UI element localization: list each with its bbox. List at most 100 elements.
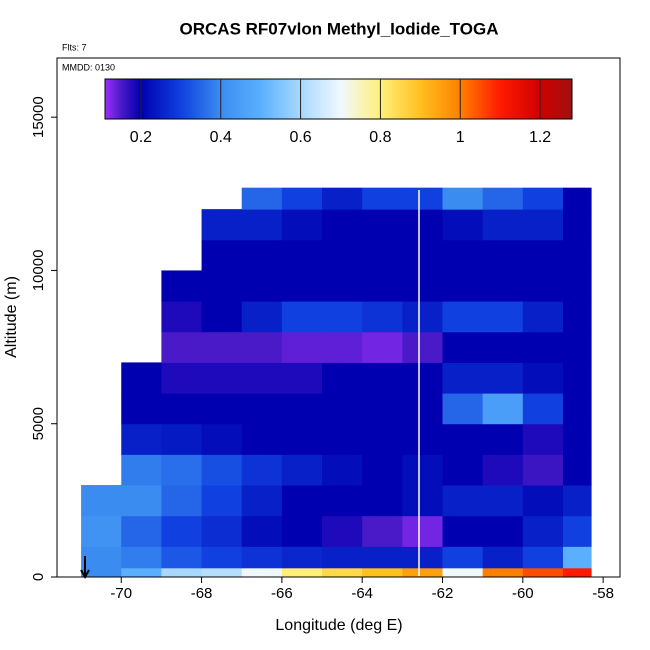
heat-cell bbox=[482, 301, 524, 333]
heat-cell bbox=[81, 546, 122, 569]
heat-cell bbox=[442, 393, 484, 425]
heat-cell bbox=[362, 362, 403, 394]
heat-cell bbox=[442, 515, 484, 547]
x-tick-label: -58 bbox=[592, 585, 614, 602]
heat-cell bbox=[201, 515, 243, 547]
heat-cell bbox=[121, 485, 162, 517]
heat-cell bbox=[201, 209, 243, 241]
x-tick-label: -64 bbox=[351, 585, 373, 602]
heat-cell bbox=[402, 515, 444, 547]
heat-cell bbox=[81, 567, 122, 578]
heat-cell bbox=[281, 423, 323, 455]
heat-cell bbox=[161, 331, 203, 363]
heat-cell bbox=[522, 546, 564, 569]
heat-cell bbox=[362, 209, 403, 241]
heat-cell bbox=[482, 362, 524, 394]
colorbar-tick-label: 1.2 bbox=[529, 129, 551, 146]
heat-cell bbox=[562, 270, 592, 302]
heat-cell bbox=[281, 187, 323, 210]
heat-cell bbox=[362, 331, 403, 363]
colorbar-tick-label: 0.8 bbox=[369, 129, 391, 146]
heat-cell bbox=[241, 454, 283, 486]
heat-cell bbox=[442, 567, 484, 578]
x-axis-label: Longitude (deg E) bbox=[275, 617, 402, 634]
flights-label: Flts: 7 bbox=[62, 42, 87, 52]
heat-cell bbox=[482, 393, 524, 425]
heat-cell bbox=[201, 423, 243, 455]
heat-cell bbox=[442, 362, 484, 394]
heat-cell bbox=[402, 423, 444, 455]
heat-cell bbox=[161, 393, 203, 425]
colorbar-tick-label: 0.6 bbox=[289, 129, 311, 146]
heat-cell bbox=[562, 546, 592, 569]
heat-cell bbox=[522, 485, 564, 517]
heat-cell bbox=[201, 454, 243, 486]
heat-cell bbox=[562, 187, 592, 210]
heat-cell bbox=[442, 187, 484, 210]
heat-cell bbox=[402, 270, 444, 302]
heat-cell bbox=[482, 423, 524, 455]
heat-cell bbox=[362, 454, 403, 486]
heat-cell bbox=[522, 423, 564, 455]
heat-cell bbox=[362, 546, 403, 569]
colorbar-tick-label: 1 bbox=[456, 129, 465, 146]
chart-title: ORCAS RF07vlon Methyl_Iodide_TOGA bbox=[180, 19, 499, 38]
heat-cell bbox=[281, 270, 323, 302]
heat-cell bbox=[201, 546, 243, 569]
date-label: MMDD: 0130 bbox=[62, 62, 115, 72]
heat-cell bbox=[241, 393, 283, 425]
heat-cell bbox=[562, 454, 592, 486]
heat-cell bbox=[281, 485, 323, 517]
heat-cell bbox=[442, 301, 484, 333]
heat-cell bbox=[482, 187, 524, 210]
heat-cell bbox=[442, 209, 484, 241]
heat-cell bbox=[201, 331, 243, 363]
heat-cell bbox=[402, 546, 444, 569]
x-tick-label: -60 bbox=[512, 585, 534, 602]
heat-cell bbox=[281, 301, 323, 333]
heat-cell bbox=[281, 546, 323, 569]
heat-cell bbox=[322, 301, 363, 333]
heat-cell bbox=[402, 485, 444, 517]
heat-cell bbox=[241, 270, 283, 302]
heat-cell bbox=[522, 239, 564, 271]
heat-cell bbox=[81, 485, 122, 517]
colorbar-tick-label: 0.4 bbox=[210, 129, 232, 146]
heat-cell bbox=[522, 209, 564, 241]
heat-cell bbox=[322, 187, 363, 210]
y-tick-label: 5000 bbox=[30, 407, 47, 440]
heat-cell bbox=[322, 362, 363, 394]
heat-cell bbox=[121, 546, 162, 569]
heat-cell bbox=[241, 239, 283, 271]
heat-cell bbox=[442, 270, 484, 302]
heat-cell bbox=[281, 454, 323, 486]
y-tick-label: 15000 bbox=[30, 96, 47, 138]
heat-cell bbox=[522, 454, 564, 486]
heat-cell bbox=[322, 239, 363, 271]
heat-cell bbox=[402, 331, 444, 363]
heat-cell bbox=[522, 187, 564, 210]
heat-cell bbox=[482, 209, 524, 241]
heat-cell bbox=[241, 485, 283, 517]
heat-cell bbox=[121, 423, 162, 455]
heat-cell bbox=[522, 362, 564, 394]
heat-cell bbox=[161, 485, 203, 517]
heat-cell bbox=[121, 362, 162, 394]
colorbar-tick-label: 0.2 bbox=[130, 129, 152, 146]
heat-cell bbox=[402, 454, 444, 486]
heat-cell bbox=[322, 567, 363, 578]
heat-cell bbox=[362, 270, 403, 302]
heat-cell bbox=[362, 393, 403, 425]
heat-cell bbox=[161, 362, 203, 394]
heat-cell bbox=[522, 393, 564, 425]
heat-cell bbox=[322, 515, 363, 547]
heat-cell bbox=[402, 567, 444, 578]
heat-cell bbox=[161, 301, 203, 333]
heat-cell bbox=[281, 209, 323, 241]
heat-cell bbox=[482, 239, 524, 271]
heat-cell bbox=[241, 567, 283, 578]
heat-cell bbox=[161, 423, 203, 455]
heat-cell bbox=[322, 270, 363, 302]
heat-cell bbox=[482, 485, 524, 517]
heat-cell bbox=[241, 515, 283, 547]
